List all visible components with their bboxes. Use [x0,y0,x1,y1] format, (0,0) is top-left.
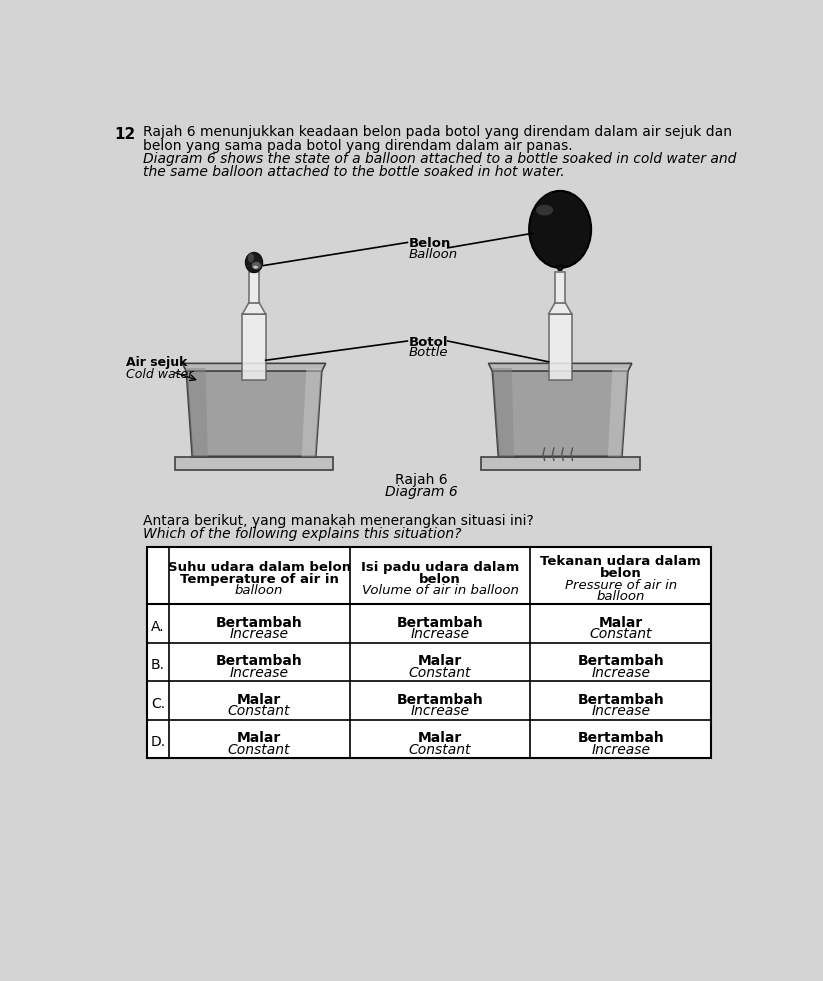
Polygon shape [555,272,565,302]
Text: Rajah 6 menunjukkan keadaan belon pada botol yang direndam dalam air sejuk dan: Rajah 6 menunjukkan keadaan belon pada b… [143,126,732,139]
Text: Malar: Malar [418,654,463,668]
Text: the same balloon attached to the bottle soaked in hot water.: the same balloon attached to the bottle … [143,166,565,180]
Text: Temperature of air in: Temperature of air in [179,573,338,586]
Text: Increase: Increase [592,743,650,757]
Ellipse shape [536,205,553,216]
Text: Air sejuk: Air sejuk [126,356,188,370]
Text: Antara berikut, yang manakah menerangkan situasi ini?: Antara berikut, yang manakah menerangkan… [143,514,534,529]
Text: C.: C. [151,697,165,711]
Text: Isi padu udara dalam: Isi padu udara dalam [360,561,519,574]
Polygon shape [492,368,514,456]
Polygon shape [556,266,564,270]
Text: Increase: Increase [592,704,650,718]
Polygon shape [548,302,572,314]
Text: belon: belon [419,573,461,586]
Text: balloon: balloon [597,591,645,603]
Polygon shape [183,363,326,371]
Text: Increase: Increase [411,704,469,718]
Ellipse shape [248,253,254,263]
Text: Malar: Malar [237,693,281,707]
Text: Rajah 6: Rajah 6 [395,474,448,488]
Text: Suhu udara dalam belon: Suhu udara dalam belon [168,561,351,574]
Text: Increase: Increase [230,628,289,642]
Text: Volume of air in balloon: Volume of air in balloon [361,585,518,597]
Text: Constant: Constant [589,628,652,642]
Ellipse shape [529,191,591,268]
Text: Constant: Constant [409,743,472,757]
Text: Bertambah: Bertambah [216,616,303,630]
Text: Bertambah: Bertambah [578,693,664,707]
Text: Which of the following explains this situation?: Which of the following explains this sit… [143,528,462,542]
Polygon shape [608,368,628,456]
Polygon shape [492,368,628,456]
Text: Constant: Constant [409,666,472,680]
Text: Constant: Constant [228,743,291,757]
Text: Increase: Increase [230,666,289,680]
Ellipse shape [245,252,263,273]
Text: Balloon: Balloon [409,248,458,261]
Polygon shape [488,363,632,371]
Polygon shape [481,456,639,470]
Text: belon: belon [600,567,642,580]
Text: balloon: balloon [235,585,283,597]
Polygon shape [174,456,333,470]
Text: Increase: Increase [411,628,469,642]
Text: Diagram 6 shows the state of a balloon attached to a bottle soaked in cold water: Diagram 6 shows the state of a balloon a… [143,152,737,167]
Polygon shape [186,368,322,456]
Text: Bertambah: Bertambah [397,616,483,630]
Text: Botol: Botol [409,336,449,348]
Text: 12: 12 [114,127,136,142]
Ellipse shape [252,262,261,270]
Text: B.: B. [151,658,165,672]
Text: Belon: Belon [409,237,451,250]
Text: belon yang sama pada botol yang direndam dalam air panas.: belon yang sama pada botol yang direndam… [143,138,573,152]
Text: Bottle: Bottle [409,346,449,359]
Text: Tekanan udara dalam: Tekanan udara dalam [541,555,701,568]
Polygon shape [147,546,711,758]
Polygon shape [548,314,572,380]
Text: Bertambah: Bertambah [397,693,483,707]
Polygon shape [249,272,259,302]
Text: A.: A. [151,620,165,634]
Polygon shape [243,302,266,314]
Text: Bertambah: Bertambah [578,732,664,746]
Text: Malar: Malar [237,732,281,746]
Text: Pressure of air in: Pressure of air in [565,579,677,592]
Text: Malar: Malar [598,616,643,630]
Text: Diagram 6: Diagram 6 [385,485,458,499]
Polygon shape [302,368,322,456]
Text: Cold water: Cold water [126,368,193,381]
Text: Bertambah: Bertambah [216,654,303,668]
Text: Constant: Constant [228,704,291,718]
Polygon shape [186,368,208,456]
Text: D.: D. [151,736,165,749]
Ellipse shape [253,266,258,269]
Polygon shape [243,314,266,380]
Text: Malar: Malar [418,732,463,746]
Text: Bertambah: Bertambah [578,654,664,668]
Text: Increase: Increase [592,666,650,680]
